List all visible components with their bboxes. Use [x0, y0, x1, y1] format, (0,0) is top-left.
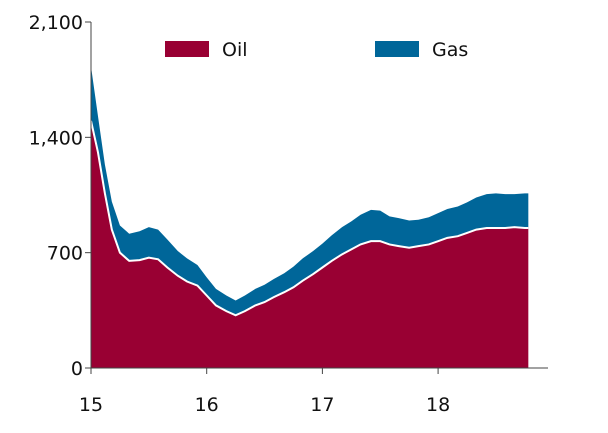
plot-areas	[90, 66, 529, 368]
legend-label-gas: Gas	[432, 39, 468, 61]
x-tick-label: 15	[79, 394, 103, 416]
area-oil	[91, 120, 529, 368]
axes	[90, 22, 548, 369]
x-tick-label: 17	[310, 394, 334, 416]
legend-swatch-gas	[375, 41, 419, 57]
legend: Oil Gas	[165, 39, 468, 61]
y-tick-label: 1,400	[29, 127, 83, 149]
series-separator-line	[90, 120, 529, 317]
y-tick-label: 700	[47, 243, 83, 265]
x-axis-ticks: 15 16 17 18	[79, 368, 450, 416]
legend-label-oil: Oil	[222, 39, 248, 61]
y-axis-ticks: 0 700 1,400 2,100	[29, 12, 91, 380]
y-tick-label: 2,100	[29, 12, 83, 34]
area-gas	[91, 66, 529, 316]
x-tick-label: 18	[426, 394, 450, 416]
legend-swatch-oil	[165, 41, 209, 57]
y-tick-label: 0	[71, 358, 83, 380]
x-tick-label: 16	[195, 394, 219, 416]
